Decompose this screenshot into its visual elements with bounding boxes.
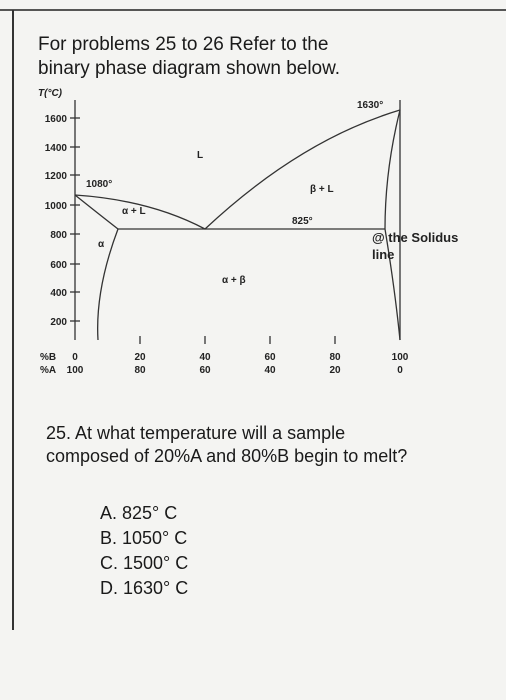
x-tick-label: 40 bbox=[199, 352, 211, 363]
annotation: 825° bbox=[292, 216, 313, 227]
annotation: β + L bbox=[310, 184, 334, 195]
option: B. 1050° C bbox=[100, 528, 188, 548]
x-tick-label: 60 bbox=[264, 352, 276, 363]
y-tick-label: 600 bbox=[50, 260, 67, 271]
x-tick-label: 60 bbox=[199, 365, 211, 376]
question-text: 25. At what temperature will a sample co… bbox=[46, 423, 408, 466]
annotation: α + L bbox=[122, 206, 146, 217]
option: D. 1630° C bbox=[100, 578, 189, 598]
header-line: For problems 25 to 26 Refer to the bbox=[38, 34, 329, 55]
x-tick-label: 20 bbox=[329, 365, 341, 376]
annotation: L bbox=[197, 150, 203, 161]
y-axis-label: T(°C) bbox=[38, 88, 63, 99]
phase-lines bbox=[70, 100, 401, 344]
x-tick-label: 100 bbox=[392, 352, 409, 363]
note: line bbox=[372, 247, 394, 262]
x-tick-label: 40 bbox=[264, 365, 276, 376]
x-tick-label: 80 bbox=[329, 352, 341, 363]
y-tick-label: 1000 bbox=[45, 201, 68, 212]
annotation: α + β bbox=[222, 275, 246, 286]
y-tick-label: 800 bbox=[50, 230, 67, 241]
x-tick-label: 80 bbox=[134, 365, 146, 376]
option: A. 825° C bbox=[100, 503, 178, 523]
x-tick-label: 100 bbox=[67, 365, 84, 376]
y-tick-label: 200 bbox=[50, 317, 67, 328]
option: C. 1500° C bbox=[100, 553, 189, 573]
x-row-label: %A bbox=[40, 365, 56, 376]
x-tick-label: 0 bbox=[397, 365, 403, 376]
annotation: 1080° bbox=[86, 179, 112, 190]
x-tick-label: 0 bbox=[72, 352, 78, 363]
y-tick-label: 1600 bbox=[45, 114, 68, 125]
y-tick-label: 400 bbox=[50, 288, 67, 299]
note: @ the Solidus bbox=[372, 230, 458, 245]
x-tick-label: 20 bbox=[134, 352, 146, 363]
header-line: binary phase diagram shown below. bbox=[38, 58, 341, 79]
y-tick-label: 1200 bbox=[45, 171, 68, 182]
x-row-label: %B bbox=[40, 352, 56, 363]
annotation: 1630° bbox=[357, 100, 383, 111]
annotation: α bbox=[98, 239, 105, 250]
y-tick-label: 1400 bbox=[45, 143, 68, 154]
